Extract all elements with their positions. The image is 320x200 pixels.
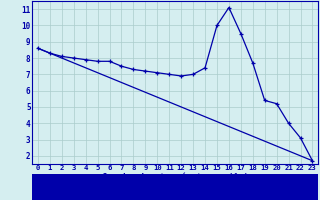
X-axis label: Graphe des températures (°c): Graphe des températures (°c)	[102, 173, 249, 182]
